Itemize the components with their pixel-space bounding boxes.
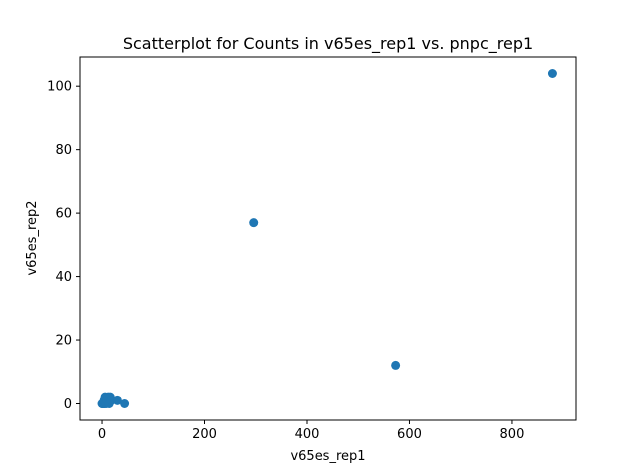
- y-tick-label: 60: [55, 207, 72, 222]
- x-axis-ticks: 0 200 400 600 800: [98, 420, 524, 442]
- plot-frame: [79, 56, 577, 421]
- y-axis-label: v65es_rep2: [25, 200, 40, 275]
- x-tick-label: 200: [192, 427, 217, 442]
- y-tick-label: 100: [47, 80, 72, 95]
- y-tick-label: 0: [64, 397, 72, 412]
- x-tick-label: 400: [295, 427, 320, 442]
- y-tick-label: 80: [55, 143, 72, 158]
- x-tick-label: 600: [397, 427, 422, 442]
- y-tick-label: 20: [55, 334, 72, 349]
- x-tick-label: 0: [98, 427, 106, 442]
- y-axis-ticks: 0 20 40 60 80 100: [47, 80, 80, 412]
- y-tick-label: 40: [55, 270, 72, 285]
- data-point-15: [249, 218, 259, 228]
- data-point-13: [112, 395, 122, 405]
- x-axis-label: v65es_rep1: [290, 449, 365, 464]
- data-point-16: [391, 360, 401, 370]
- points-layer: [97, 69, 557, 408]
- data-point-12: [106, 395, 116, 405]
- data-point-14: [120, 399, 130, 408]
- data-point-17: [547, 69, 557, 78]
- x-tick-label: 800: [500, 427, 525, 442]
- chart-title: Scatterplot for Counts in v65es_rep1 vs.…: [123, 34, 533, 54]
